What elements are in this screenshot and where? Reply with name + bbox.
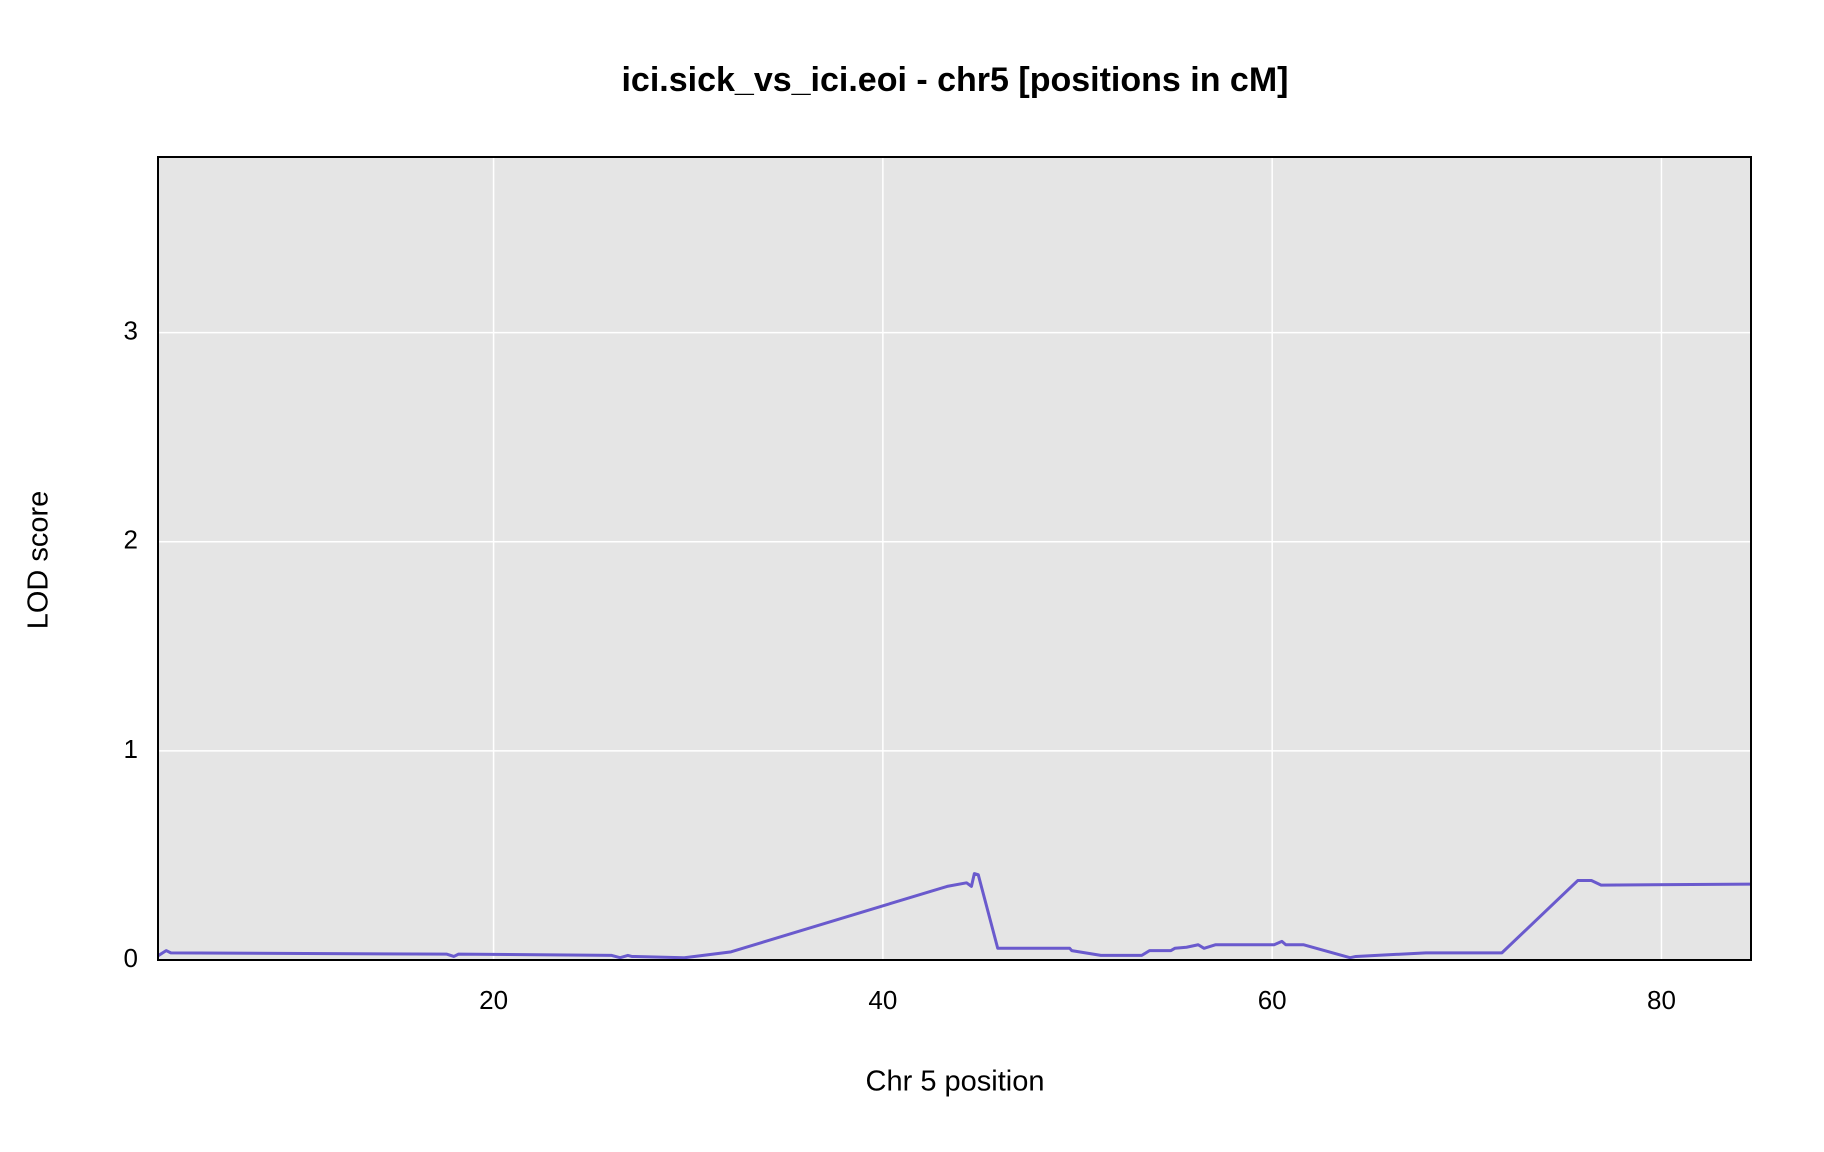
- y-tick-label: 0: [124, 943, 138, 973]
- y-tick-label: 1: [124, 734, 138, 764]
- x-axis-label: Chr 5 position: [866, 1066, 1045, 1098]
- chart-title: ici.sick_vs_ici.eoi - chr5 [positions in…: [621, 61, 1288, 99]
- y-tick-label: 3: [124, 316, 138, 346]
- data-line: [157, 872, 1752, 960]
- x-tick-label: 20: [479, 985, 508, 1015]
- x-tick-label: 60: [1258, 985, 1287, 1015]
- plot-background: [158, 157, 1751, 960]
- y-tick-label: 2: [124, 525, 138, 555]
- x-tick-label: 40: [868, 985, 897, 1015]
- y-axis-label: LOD score: [23, 491, 55, 630]
- plot-frame: [157, 156, 1752, 961]
- x-tick-label: 80: [1647, 985, 1676, 1015]
